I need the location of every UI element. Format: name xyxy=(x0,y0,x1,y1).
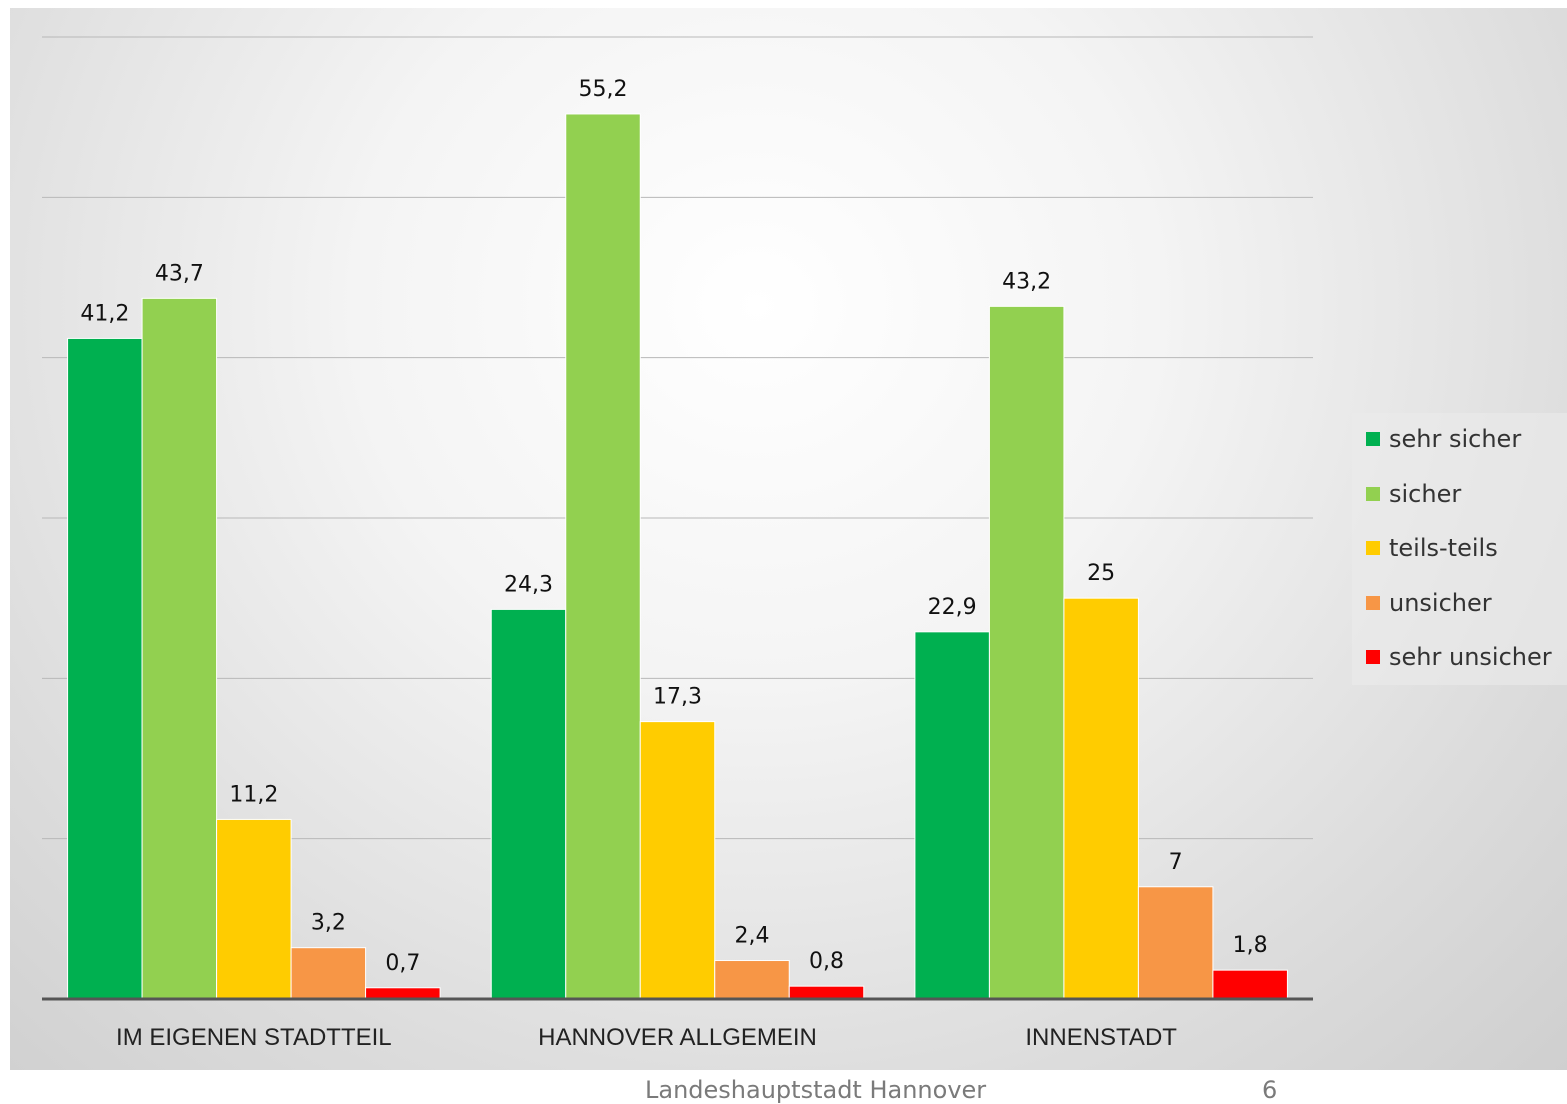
chart-legend: sehr sicher sicher teils-teils unsicher sehr… xyxy=(1352,413,1567,685)
bar-sehr-unsicher-0 xyxy=(365,987,441,1000)
bar-sehr-sicher-2 xyxy=(914,631,990,1000)
bar-sehr-sicher-0 xyxy=(67,337,143,1000)
bar-value-label: 25 xyxy=(1087,561,1115,586)
bar-sehr-sicher-1 xyxy=(490,608,567,1000)
bar-value-label: 41,2 xyxy=(80,301,129,326)
legend-label: sehr unsicher xyxy=(1389,643,1552,671)
bar-unsicher-0 xyxy=(290,947,367,1000)
legend-item-sehr-sicher: sehr sicher xyxy=(1366,424,1521,454)
bar-value-label: 2,4 xyxy=(735,924,770,949)
bar-value-label: 7 xyxy=(1169,850,1183,875)
category-label: IM EIGENEN STADTTEIL xyxy=(116,1024,392,1051)
bar-value-label: 24,3 xyxy=(504,572,553,597)
legend-swatch xyxy=(1366,595,1380,610)
legend-swatch xyxy=(1366,650,1380,664)
legend-item-teils-teils: teils-teils xyxy=(1366,533,1498,563)
bar-sehr-unsicher-2 xyxy=(1212,969,1288,1000)
bar-sicher-0 xyxy=(141,297,218,1000)
legend-swatch xyxy=(1366,432,1380,446)
legend-item-unsicher: unsicher xyxy=(1366,588,1492,618)
bar-value-label: 11,2 xyxy=(229,782,278,807)
bar-value-label: 55,2 xyxy=(579,77,628,102)
bar-unsicher-1 xyxy=(714,960,790,1000)
bar-value-label: 43,7 xyxy=(155,261,204,286)
legend-item-sehr-unsicher: sehr unsicher xyxy=(1366,642,1552,672)
bar-value-label: 0,7 xyxy=(385,951,420,976)
bar-sicher-2 xyxy=(988,305,1065,1000)
legend-item-sicher: sicher xyxy=(1366,479,1461,509)
legend-label: sicher xyxy=(1389,479,1462,508)
legend-swatch xyxy=(1366,541,1380,555)
chart-area: 41,2 43,7 11,2 3,2 0,7 IM EIGENEN STADTTEIL 24… xyxy=(10,8,1567,1070)
bar-sicher-1 xyxy=(565,113,641,1000)
bar-chart: 41,2 43,7 11,2 3,2 0,7 IM EIGENEN STADTTEIL 24… xyxy=(42,36,1313,1051)
bar-value-label: 0,8 xyxy=(809,949,844,974)
bar-value-label: 1,8 xyxy=(1233,933,1268,958)
category-label: HANNOVER ALLGEMEIN xyxy=(538,1024,817,1051)
legend-label: unsicher xyxy=(1389,588,1492,617)
bar-teils-teils-2 xyxy=(1063,597,1139,1000)
legend-label: sehr sicher xyxy=(1389,425,1522,453)
bar-unsicher-2 xyxy=(1137,886,1214,1000)
bar-value-label: 17,3 xyxy=(653,685,702,710)
bar-teils-teils-1 xyxy=(639,721,716,1000)
page-number: 6 xyxy=(1262,1076,1278,1104)
footer-text: Landeshauptstadt Hannover xyxy=(645,1076,987,1104)
bar-value-label: 22,9 xyxy=(928,595,977,620)
category-label: INNENSTADT xyxy=(1025,1024,1177,1051)
legend-label: teils-teils xyxy=(1389,534,1498,562)
bar-teils-teils-0 xyxy=(216,818,292,1000)
bar-value-label: 43,2 xyxy=(1002,269,1051,294)
legend-swatch xyxy=(1366,486,1380,501)
bar-value-label: 3,2 xyxy=(311,911,346,936)
bar-sehr-unsicher-1 xyxy=(788,985,865,1000)
